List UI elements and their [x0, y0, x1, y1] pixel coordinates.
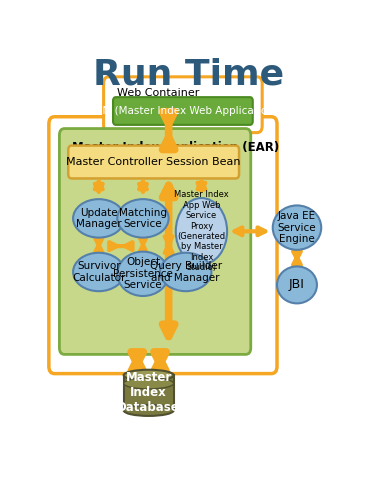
Bar: [124, 375, 174, 410]
FancyBboxPatch shape: [59, 129, 251, 354]
FancyBboxPatch shape: [104, 77, 262, 132]
Text: JBI: JBI: [289, 278, 305, 291]
Ellipse shape: [124, 370, 174, 381]
Text: Master Index
App Web
Service
Proxy
(Generated
by Master
Index
Studio): Master Index App Web Service Proxy (Gene…: [174, 191, 229, 272]
Text: Master
Index
Database: Master Index Database: [117, 372, 180, 414]
Ellipse shape: [273, 205, 321, 250]
Text: Master Controller Session Bean: Master Controller Session Bean: [66, 157, 241, 167]
Ellipse shape: [176, 198, 227, 264]
Ellipse shape: [73, 199, 124, 238]
FancyBboxPatch shape: [49, 117, 277, 373]
Text: Survivor
Calculator: Survivor Calculator: [72, 261, 125, 283]
Ellipse shape: [117, 252, 169, 296]
Text: Web Container: Web Container: [117, 88, 200, 98]
FancyBboxPatch shape: [68, 145, 239, 179]
Ellipse shape: [124, 378, 174, 389]
Ellipse shape: [117, 199, 169, 238]
Ellipse shape: [73, 253, 124, 291]
FancyBboxPatch shape: [113, 97, 253, 125]
Text: Object
Persistence
Service: Object Persistence Service: [113, 257, 173, 290]
Text: GlassFish: GlassFish: [64, 131, 146, 146]
Text: Matching
Service: Matching Service: [119, 207, 167, 229]
Ellipse shape: [160, 253, 211, 291]
Text: Update
Manager: Update Manager: [76, 207, 121, 229]
Ellipse shape: [124, 405, 174, 416]
Text: Master Index Application (EAR): Master Index Application (EAR): [72, 141, 279, 154]
Ellipse shape: [277, 266, 317, 303]
Text: EDM (Master Index Web Application): EDM (Master Index Web Application): [88, 106, 278, 116]
Text: Run Time: Run Time: [93, 57, 284, 91]
Text: Query Builder
and Manager: Query Builder and Manager: [150, 261, 222, 283]
Text: Java EE
Service
Engine: Java EE Service Engine: [278, 211, 316, 244]
